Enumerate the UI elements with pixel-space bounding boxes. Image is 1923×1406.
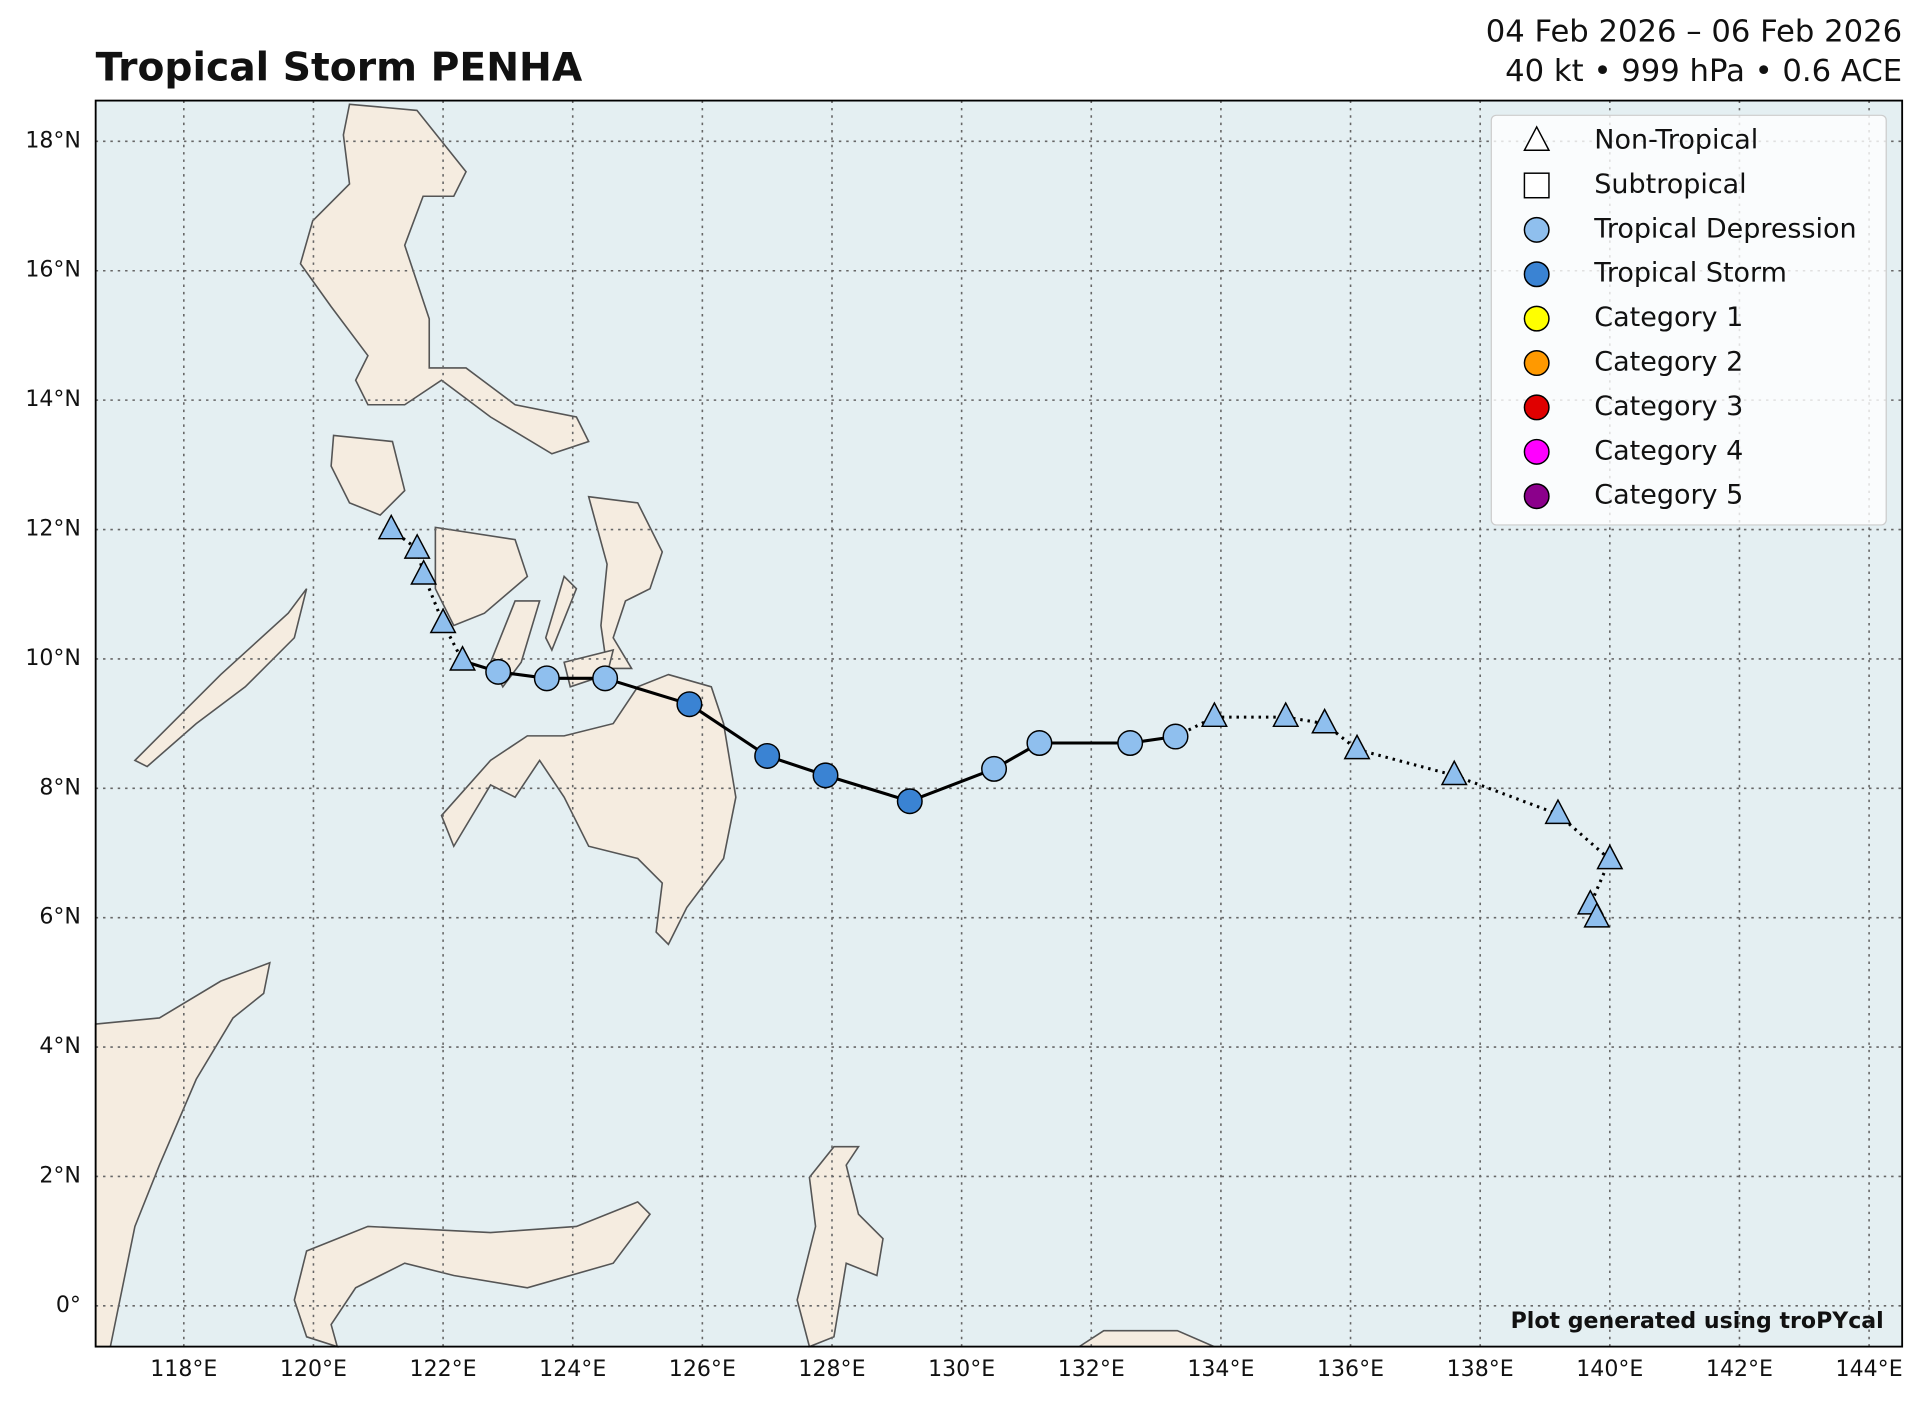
track xyxy=(377,513,1624,928)
triangle-marker xyxy=(1343,733,1371,760)
triangle-marker xyxy=(403,533,431,559)
y-tick-label: 14°N xyxy=(25,387,81,412)
land-mindanao xyxy=(440,673,737,946)
legend-label: Non-Tropical xyxy=(1594,125,1758,156)
y-tick-label: 10°N xyxy=(25,646,81,671)
land-cebu xyxy=(544,574,578,652)
x-tick-label: 122°E xyxy=(410,1357,477,1382)
track-segment xyxy=(688,702,769,758)
square-marker xyxy=(1523,172,1550,199)
legend-box xyxy=(1490,114,1887,526)
circle-marker xyxy=(981,755,1008,782)
land xyxy=(94,103,1215,1348)
land-sulawesi xyxy=(293,1200,652,1348)
triangle-marker xyxy=(410,559,438,585)
circle-marker xyxy=(1523,350,1550,377)
x-tick-label: 144°E xyxy=(1836,1357,1903,1382)
triangle-marker xyxy=(1200,701,1228,728)
legend-label: Category 3 xyxy=(1594,391,1743,422)
triangle-marker xyxy=(1544,798,1572,825)
x-tick-label: 128°E xyxy=(798,1357,865,1382)
y-tick-label: 8°N xyxy=(39,775,81,800)
triangle-marker xyxy=(1440,759,1468,786)
land-samar xyxy=(587,495,664,670)
x-tick-label: 124°E xyxy=(539,1357,606,1382)
legend-label: Subtropical xyxy=(1594,169,1746,200)
circle-marker xyxy=(1117,730,1144,757)
land-luzon xyxy=(299,103,590,455)
legend: Non-Tropical Subtropical Tropical Depressi… xyxy=(1523,125,1857,511)
circle-marker xyxy=(1523,394,1550,421)
y-tick-label: 0° xyxy=(56,1293,81,1318)
x-tick-label: 126°E xyxy=(669,1357,736,1382)
triangle-marker xyxy=(449,645,477,671)
date-range: 04 Feb 2026 – 06 Feb 2026 xyxy=(1486,15,1902,50)
triangle-marker xyxy=(1596,843,1624,870)
x-tick-label: 138°E xyxy=(1447,1357,1514,1382)
circle-marker xyxy=(754,742,781,769)
land-panay xyxy=(434,526,529,627)
land-halmahera xyxy=(796,1145,884,1348)
frame xyxy=(94,99,1904,1348)
triangle-marker xyxy=(1523,125,1551,151)
x-tick-label: 132°E xyxy=(1058,1357,1125,1382)
x-tick-label: 134°E xyxy=(1187,1357,1254,1382)
legend-label: Category 2 xyxy=(1594,347,1743,378)
circle-marker xyxy=(1523,438,1550,465)
legend-label: Category 1 xyxy=(1594,302,1743,333)
legend-label: Category 5 xyxy=(1594,480,1743,511)
land-mindoro xyxy=(330,434,406,517)
x-tick-label: 140°E xyxy=(1576,1357,1643,1382)
circle-marker xyxy=(592,665,619,692)
storm-stats: 40 kt • 999 hPa • 0.6 ACE xyxy=(1505,54,1902,89)
y-tick-label: 18°N xyxy=(25,128,81,153)
circle-marker xyxy=(1523,483,1550,510)
chart-title: Tropical Storm PENHA xyxy=(96,45,583,90)
land-palawan xyxy=(133,588,308,768)
triangle-marker xyxy=(1311,707,1339,734)
credit: Plot generated using troPYcal xyxy=(1511,1309,1884,1334)
x-tick-label: 120°E xyxy=(280,1357,347,1382)
triangle-marker xyxy=(377,513,405,540)
circle-marker xyxy=(1026,730,1053,757)
x-tick-label: 142°E xyxy=(1706,1357,1773,1382)
circle-marker xyxy=(485,658,512,685)
track-segment xyxy=(825,773,911,803)
y-tick-label: 12°N xyxy=(25,517,81,542)
circle-marker xyxy=(1523,305,1550,332)
legend-label: Category 4 xyxy=(1594,435,1743,466)
x-tick-label: 118°E xyxy=(150,1357,217,1382)
circle-marker xyxy=(1523,261,1550,288)
y-tick-label: 4°N xyxy=(39,1034,81,1059)
y-tick-label: 2°N xyxy=(39,1163,81,1188)
y-tick-label: 6°N xyxy=(39,905,81,930)
track-segment xyxy=(604,676,690,706)
circle-marker xyxy=(896,788,923,815)
triangle-marker xyxy=(1272,701,1300,728)
circle-marker xyxy=(1162,723,1189,750)
circle-marker xyxy=(676,691,703,718)
x-tick-label: 130°E xyxy=(928,1357,995,1382)
circle-marker xyxy=(812,762,839,789)
circle-marker xyxy=(1523,216,1550,243)
track-segment xyxy=(1356,748,1455,777)
x-tick-label: 136°E xyxy=(1317,1357,1384,1382)
triangle-marker xyxy=(429,607,457,634)
triangle-marker xyxy=(1583,902,1611,928)
circle-marker xyxy=(533,665,560,692)
y-tick-label: 16°N xyxy=(25,258,81,283)
legend-label: Tropical Storm xyxy=(1593,258,1787,289)
track-segment xyxy=(909,767,995,803)
legend-label: Tropical Depression xyxy=(1593,213,1856,244)
